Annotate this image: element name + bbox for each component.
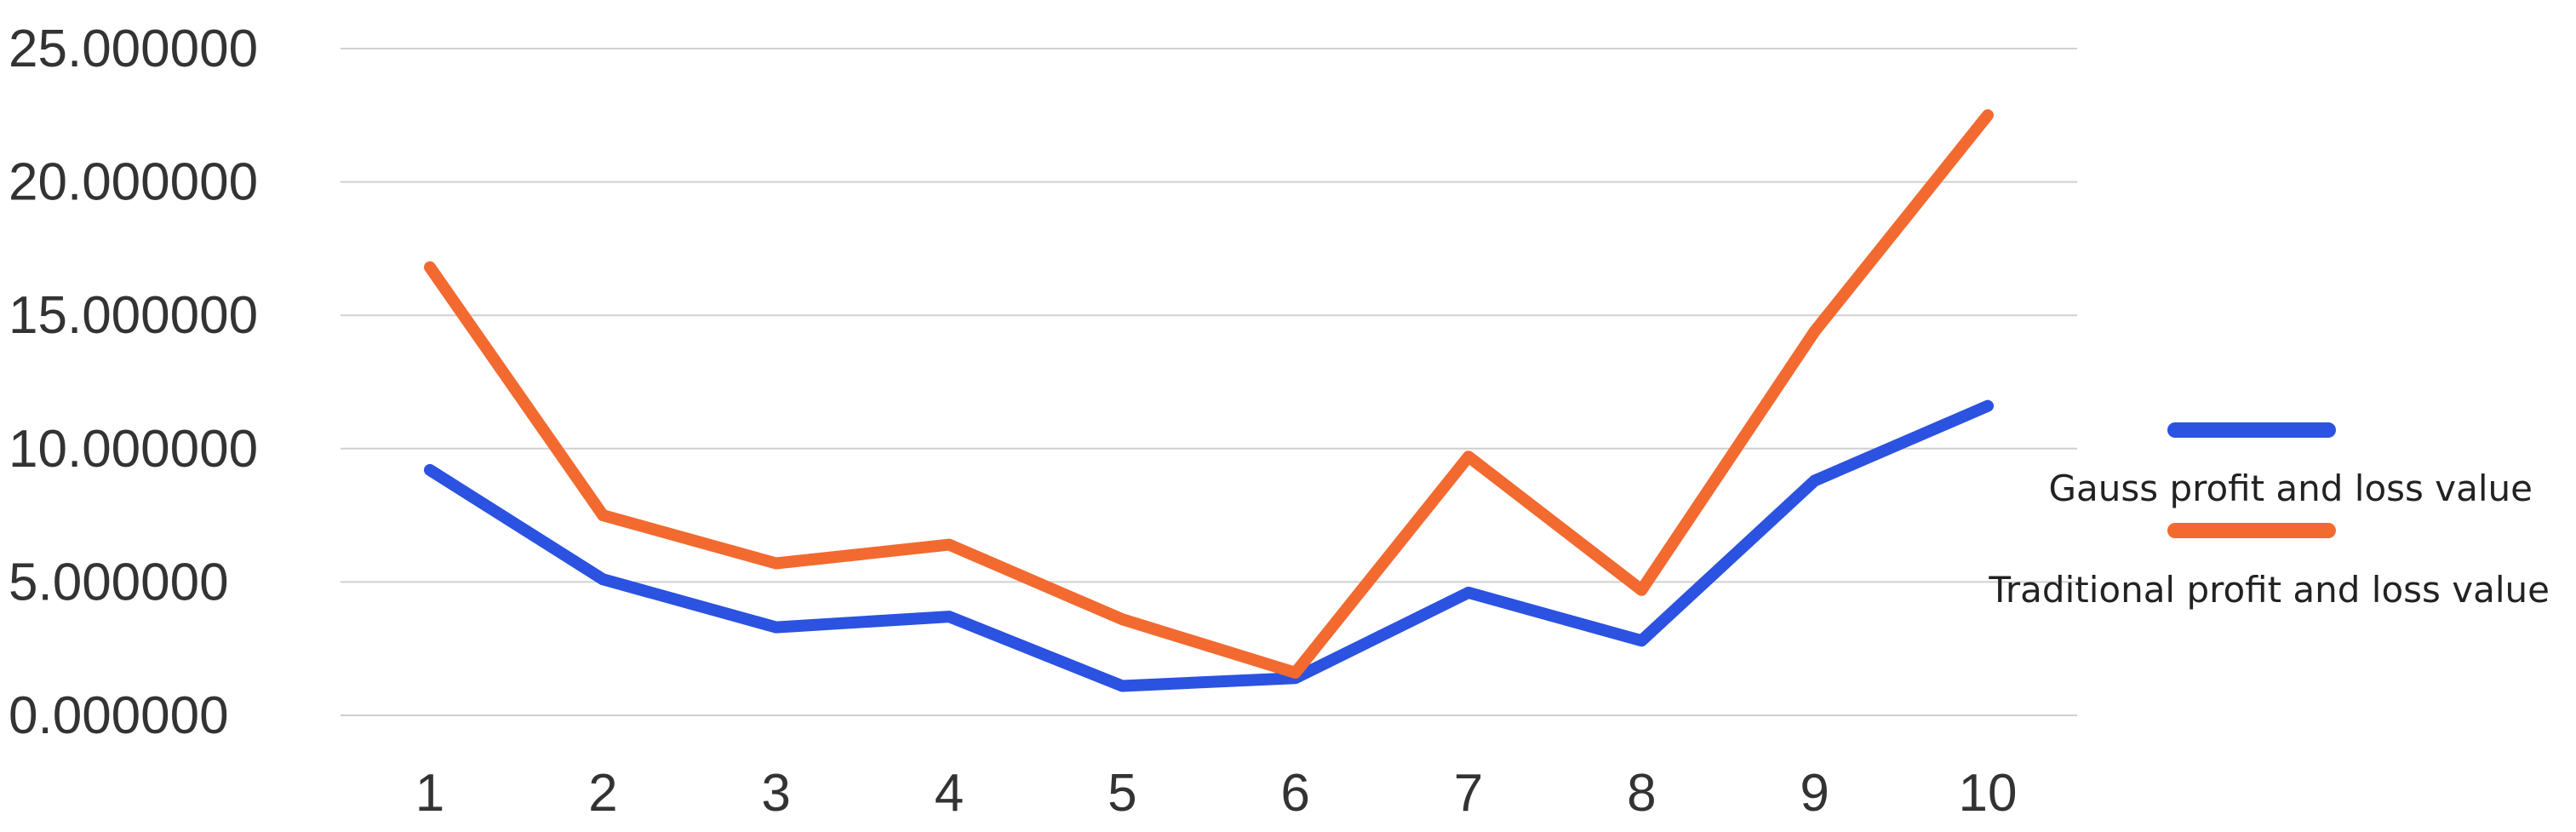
x-tick-label: 5 bbox=[1108, 764, 1136, 823]
legend-label-2: Traditional profit and loss value bbox=[1988, 569, 2550, 611]
x-axis-ticks: 1 2 3 4 5 6 7 8 9 10 bbox=[415, 764, 2018, 823]
y-tick-label: 15.000000 bbox=[9, 286, 258, 345]
x-tick-label: 8 bbox=[1627, 764, 1656, 823]
y-tick-label: 0.000000 bbox=[9, 686, 229, 745]
series-line-2 bbox=[424, 109, 1994, 679]
y-axis-ticks: 0.000000 5.000000 10.000000 15.000000 20.000… bbox=[9, 20, 258, 745]
x-tick-label: 9 bbox=[1800, 764, 1829, 823]
series-layer bbox=[424, 109, 1994, 692]
x-tick-label: 1 bbox=[415, 764, 444, 823]
y-tick-label: 5.000000 bbox=[9, 553, 229, 611]
x-tick-label: 3 bbox=[761, 764, 790, 823]
legend-label-1: Gauss profit and loss value bbox=[2048, 468, 2533, 509]
series-line-1 bbox=[424, 399, 1994, 692]
x-tick-label: 2 bbox=[588, 764, 617, 823]
legend: Gauss profit and loss value Traditional p… bbox=[1988, 422, 2550, 611]
x-tick-label: 7 bbox=[1454, 764, 1483, 823]
grid-layer bbox=[341, 48, 2077, 716]
y-tick-label: 10.000000 bbox=[9, 420, 258, 479]
y-tick-label: 20.000000 bbox=[9, 153, 258, 212]
y-tick-label: 25.000000 bbox=[9, 20, 258, 78]
x-tick-label: 4 bbox=[935, 764, 964, 823]
x-tick-label: 6 bbox=[1280, 764, 1309, 823]
x-tick-label: 10 bbox=[1959, 764, 2018, 823]
